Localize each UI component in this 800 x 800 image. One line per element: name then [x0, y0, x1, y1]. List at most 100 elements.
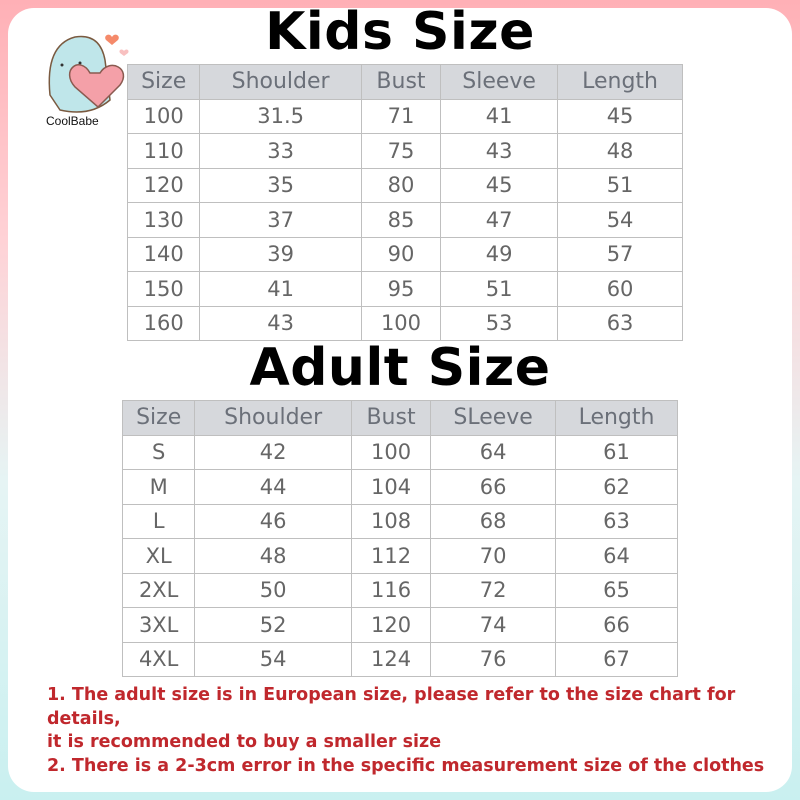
table-row: 150 41 95 51 60: [126, 271, 683, 307]
table-cell: 57: [557, 236, 683, 272]
note-line: 1. The adult size is in European size, p…: [47, 685, 736, 729]
table-cell: 47: [440, 202, 559, 238]
kids-size-table: Size Shoulder Bust Sleeve Length 100 31.5 71 41 4…: [126, 64, 683, 341]
table-cell: 39: [199, 236, 362, 272]
column-header: SLeeve: [430, 400, 557, 436]
table-row: L 46 108 68 63: [121, 503, 678, 539]
table-row: M 44 104 66 62: [121, 469, 678, 505]
table-row: 160 43 100 53 63: [126, 305, 683, 341]
table-cell: 53: [440, 305, 559, 341]
table-cell: 63: [557, 305, 683, 341]
note-line: it is recommended to buy a smaller size: [47, 732, 442, 752]
table-row: 3XL 52 120 74 66: [121, 607, 678, 643]
table-row: 2XL 50 116 72 65: [121, 572, 678, 608]
table-cell: 120: [350, 607, 432, 643]
table-cell: 100: [126, 98, 201, 134]
table-cell: 72: [430, 572, 557, 608]
table-cell: 130: [126, 202, 201, 238]
table-row: 4XL 54 124 76 67: [121, 641, 678, 677]
column-header: Size: [121, 400, 196, 436]
table-cell: 33: [199, 133, 362, 169]
table-cell: 54: [194, 641, 352, 677]
table-cell: 31.5: [199, 98, 362, 134]
table-cell: 70: [430, 538, 557, 574]
mascot-holding-heart-icon: [40, 25, 135, 125]
table-cell: 60: [557, 271, 683, 307]
table-cell: 43: [440, 133, 559, 169]
column-header: Length: [557, 64, 683, 100]
table-cell: 2XL: [121, 572, 196, 608]
column-header: Shoulder: [199, 64, 362, 100]
table-cell: 51: [440, 271, 559, 307]
column-header: Sleeve: [440, 64, 559, 100]
table-cell: 108: [350, 503, 432, 539]
table-cell: 48: [194, 538, 352, 574]
note-line: 2. There is a 2-3cm error in the specifi…: [47, 755, 765, 776]
table-cell: 76: [430, 641, 557, 677]
table-cell: 104: [350, 469, 432, 505]
table-cell: 42: [194, 434, 352, 470]
table-cell: 44: [194, 469, 352, 505]
table-cell: 51: [557, 167, 683, 203]
table-cell: 67: [555, 641, 678, 677]
column-header: Size: [126, 64, 201, 100]
header-row: Size Shoulder Bust SLeeve Length: [121, 400, 678, 436]
table-cell: 71: [360, 98, 442, 134]
table-row: 120 35 80 45 51: [126, 167, 683, 203]
table-cell: 62: [555, 469, 678, 505]
table-cell: 52: [194, 607, 352, 643]
table-cell: S: [121, 434, 196, 470]
table-cell: 75: [360, 133, 442, 169]
table-cell: 37: [199, 202, 362, 238]
table-cell: 41: [199, 271, 362, 307]
table-cell: 45: [557, 98, 683, 134]
table-cell: L: [121, 503, 196, 539]
table-cell: 50: [194, 572, 352, 608]
table-cell: 100: [350, 434, 432, 470]
table-cell: 68: [430, 503, 557, 539]
table-cell: 46: [194, 503, 352, 539]
table-row: 140 39 90 49 57: [126, 236, 683, 272]
table-row: 130 37 85 47 54: [126, 202, 683, 238]
table-cell: 61: [555, 434, 678, 470]
adult-size-title: Adult Size: [249, 338, 551, 398]
table-cell: 110: [126, 133, 201, 169]
table-cell: 63: [555, 503, 678, 539]
column-header: Bust: [360, 64, 442, 100]
header-row: Size Shoulder Bust Sleeve Length: [126, 64, 683, 100]
table-cell: 65: [555, 572, 678, 608]
table-cell: XL: [121, 538, 196, 574]
table-cell: 64: [430, 434, 557, 470]
table-row: 100 31.5 71 41 45: [126, 98, 683, 134]
table-cell: 90: [360, 236, 442, 272]
table-cell: 116: [350, 572, 432, 608]
table-row: S 42 100 64 61: [121, 434, 678, 470]
table-cell: 49: [440, 236, 559, 272]
table-cell: 140: [126, 236, 201, 272]
table-cell: 45: [440, 167, 559, 203]
logo-text: CoolBabe: [46, 114, 99, 128]
column-header: Length: [555, 400, 678, 436]
table-cell: 124: [350, 641, 432, 677]
table-cell: 95: [360, 271, 442, 307]
table-cell: 43: [199, 305, 362, 341]
table-cell: M: [121, 469, 196, 505]
table-cell: 100: [360, 305, 442, 341]
column-header: Shoulder: [194, 400, 352, 436]
table-cell: 120: [126, 167, 201, 203]
table-cell: 80: [360, 167, 442, 203]
table-row: XL 48 112 70 64: [121, 538, 678, 574]
table-cell: 54: [557, 202, 683, 238]
table-row: 110 33 75 43 48: [126, 133, 683, 169]
table-cell: 4XL: [121, 641, 196, 677]
table-cell: 3XL: [121, 607, 196, 643]
notes: 1. The adult size is in European size, p…: [47, 684, 800, 778]
table-cell: 35: [199, 167, 362, 203]
table-cell: 41: [440, 98, 559, 134]
table-cell: 66: [430, 469, 557, 505]
table-cell: 85: [360, 202, 442, 238]
adult-size-table: Size Shoulder Bust SLeeve Length S 42 100 64 61 M 4…: [121, 400, 678, 677]
table-cell: 48: [557, 133, 683, 169]
table-cell: 150: [126, 271, 201, 307]
table-cell: 112: [350, 538, 432, 574]
